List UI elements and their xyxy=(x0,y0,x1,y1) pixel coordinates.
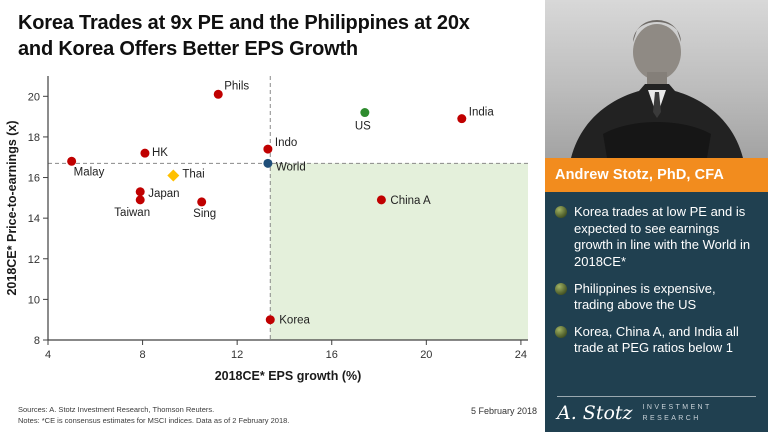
author-banner: Andrew Stotz, PhD, CFA xyxy=(545,158,768,192)
y-tick-label: 8 xyxy=(34,335,40,347)
svg-text:Japan: Japan xyxy=(148,188,179,200)
point-taiwan: Taiwan xyxy=(114,195,150,219)
svg-text:Korea: Korea xyxy=(279,315,310,327)
bullet-item: Korea trades at low PE and is expected t… xyxy=(555,204,758,271)
svg-text:Taiwan: Taiwan xyxy=(114,207,150,219)
slide-date: 5 February 2018 xyxy=(470,405,537,416)
svg-text:Thai: Thai xyxy=(182,169,204,181)
slide-footer: Sources: A. Stotz Investment Research, T… xyxy=(18,404,537,427)
logo-investment: INVESTMENT xyxy=(642,403,712,411)
svg-text:Phils: Phils xyxy=(224,80,249,92)
y-tick-label: 14 xyxy=(28,213,40,225)
y-axis-label: 2018CE* Price-to-earnings (x) xyxy=(5,120,19,295)
point-phils: Phils xyxy=(213,80,249,99)
key-points: Korea trades at low PE and is expected t… xyxy=(545,192,768,357)
highlight-region xyxy=(270,163,528,340)
point-sing: Sing xyxy=(193,197,216,220)
y-tick-label: 10 xyxy=(28,294,40,306)
point-hk: HK xyxy=(140,147,168,159)
x-tick-label: 8 xyxy=(140,349,146,361)
svg-text:Sing: Sing xyxy=(193,208,216,220)
svg-text:World: World xyxy=(276,161,306,173)
point-us: US xyxy=(355,108,371,133)
bullet-item: Korea, China A, and India all trade at P… xyxy=(555,324,758,357)
y-tick-label: 16 xyxy=(28,173,40,185)
bullet-sphere-icon xyxy=(555,325,567,338)
point-malay: Malay xyxy=(67,156,105,178)
signature-text: A. Stotz xyxy=(557,401,633,424)
x-tick-label: 20 xyxy=(420,349,432,361)
bullet-item: Philippines is expensive, trading above … xyxy=(555,281,758,314)
svg-text:Indo: Indo xyxy=(275,137,297,149)
bullet-text: Korea, China A, and India all trade at P… xyxy=(574,323,739,356)
svg-text:India: India xyxy=(469,107,495,119)
title-line-1: Korea Trades at 9x PE and the Philippine… xyxy=(18,12,470,34)
slide-title: Korea Trades at 9x PE and the Philippine… xyxy=(0,0,545,64)
x-tick-label: 16 xyxy=(326,349,338,361)
point-china-a: China A xyxy=(376,195,431,207)
point-world: World xyxy=(263,158,306,173)
svg-text:HK: HK xyxy=(152,147,168,159)
point-indo: Indo xyxy=(263,137,297,154)
author-name: Andrew Stotz, PhD, CFA xyxy=(555,167,724,183)
bullet-sphere-icon xyxy=(555,206,567,218)
x-tick-label: 12 xyxy=(231,349,243,361)
logo-wordmark: INVESTMENT RESEARCH xyxy=(643,402,712,424)
point-india: India xyxy=(457,107,494,124)
sidebar: Andrew Stotz, PhD, CFA Korea trades at l… xyxy=(545,0,768,432)
brand-logo: A. Stotz INVESTMENT RESEARCH xyxy=(557,395,756,424)
bullet-text: Korea trades at low PE and is expected t… xyxy=(574,204,751,269)
x-tick-label: 4 xyxy=(45,349,51,361)
x-axis-label: 2018CE* EPS growth (%) xyxy=(215,369,362,383)
footnotes: Sources: A. Stotz Investment Research, T… xyxy=(18,404,289,427)
svg-text:Malay: Malay xyxy=(74,166,105,178)
point-japan: Japan xyxy=(135,187,180,200)
title-line-2: and Korea Offers Better EPS Growth xyxy=(18,38,358,60)
sources-note: Sources: A. Stotz Investment Research, T… xyxy=(18,404,215,414)
bullet-text: Philippines is expensive, trading above … xyxy=(574,280,716,313)
y-tick-label: 20 xyxy=(28,91,40,103)
x-tick-label: 24 xyxy=(515,349,527,361)
logo-research: RESEARCH xyxy=(642,414,701,422)
point-korea: Korea xyxy=(265,315,311,327)
y-tick-label: 12 xyxy=(28,254,40,266)
y-tick-label: 18 xyxy=(28,132,40,144)
bullet-sphere-icon xyxy=(555,282,567,295)
notes-note: Notes: *CE is consensus estimates for MS… xyxy=(18,416,290,426)
svg-text:US: US xyxy=(355,121,371,133)
portrait-photo xyxy=(545,0,768,158)
portrait-silhouette xyxy=(571,20,743,158)
chart-panel: Korea Trades at 9x PE and the Philippine… xyxy=(0,0,545,427)
svg-text:China A: China A xyxy=(390,195,431,207)
point-thai: Thai xyxy=(167,169,205,182)
